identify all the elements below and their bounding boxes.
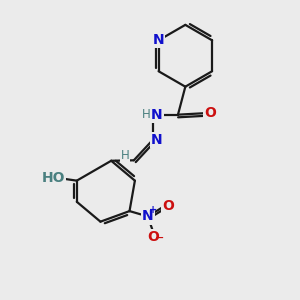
Text: N: N xyxy=(151,133,163,147)
Text: O: O xyxy=(147,230,159,244)
Text: H: H xyxy=(142,108,151,121)
Text: +: + xyxy=(149,205,157,215)
Text: N: N xyxy=(142,209,154,224)
Text: −: − xyxy=(155,233,164,243)
Text: N: N xyxy=(151,108,163,122)
Text: H: H xyxy=(121,149,129,162)
Text: N: N xyxy=(153,33,164,47)
Text: O: O xyxy=(162,199,174,212)
Text: HO: HO xyxy=(41,171,65,185)
Text: O: O xyxy=(204,106,216,120)
